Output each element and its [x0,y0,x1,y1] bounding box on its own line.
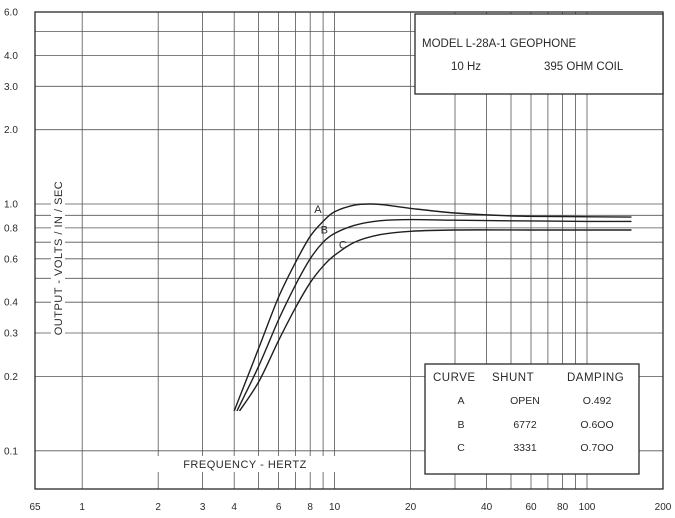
y-tick-label: 4.0 [4,51,18,62]
table-row-a-damping: O.492 [583,395,612,407]
x-tick-label: 6 [276,502,282,513]
curve-label-b: B [321,224,328,236]
table-row-a-curve: A [457,395,464,407]
y-tick-label: 2.0 [4,125,18,136]
table-row-b-curve: B [457,419,464,431]
x-tick-label: 80 [557,502,569,513]
x-tick-label: 200 [655,502,672,513]
curve-label-c: C [339,240,347,252]
y-tick-label: 3.0 [4,82,18,93]
y-tick-label: 1.0 [4,200,18,211]
table-row-b-damping: O.6OO [580,419,613,431]
y-tick-labels: 6.0 4.0 3.0 2.0 1.0 0.8 0.6 0.4 0.3 0.2 0.1 [4,8,18,458]
model-coil: 395 OHM COIL [544,61,624,73]
y-axis-label-group: OUTPUT - VOLTS / IN / SEC [51,150,65,366]
table-row-c-damping: O.7OO [580,442,613,454]
plot-frame [34,11,664,490]
x-tick-label: 20 [405,502,417,513]
x-tick-label: 100 [579,502,596,513]
x-tick-label: 40 [481,502,493,513]
y-tick-label: 0.2 [4,372,18,383]
model-info-box: MODEL L-28A-1 GEOPHONE 10 Hz 395 OHM COI… [414,13,664,95]
x-tick-label: 2 [155,502,161,513]
table-header-shunt: SHUNT [492,372,534,384]
model-line-1: MODEL L-28A-1 GEOPHONE [422,38,577,50]
curve-c [238,229,632,412]
y-tick-label: 0.4 [4,298,18,309]
damping-table: CURVE SHUNT DAMPING A OPEN O.492 B 6772 … [424,363,640,475]
x-axis-label: FREQUENCY - HERTZ [183,459,307,471]
table-row-a-shunt: OPEN [510,395,540,407]
curve-labels: ABC [314,204,347,252]
x-tick-label: 3 [200,502,206,513]
y-axis-label: OUTPUT - VOLTS / IN / SEC [53,181,65,336]
y-tick-label: 6.0 [4,8,18,19]
x-tick-label: 65 [29,502,41,513]
y-tick-label: 0.8 [4,223,18,234]
response-curves [233,203,632,412]
curve-a [233,203,632,412]
y-tick-label: 0.6 [4,254,18,265]
x-tick-label: 10 [329,502,341,513]
curve-b [236,218,632,412]
table-header-damping: DAMPING [567,372,624,384]
y-tick-label: 0.1 [4,446,18,457]
x-tick-label: 8 [307,502,313,513]
x-axis-label-group: FREQUENCY - HERTZ [152,456,338,472]
table-row-c-curve: C [457,442,465,454]
table-row-c-shunt: 3331 [513,442,537,454]
x-tick-label: 4 [231,502,237,513]
x-tick-label: 60 [525,502,537,513]
table-row-b-shunt: 6772 [513,419,537,431]
table-header-curve: CURVE [433,372,476,384]
curve-label-a: A [314,204,322,216]
y-tick-label: 0.3 [4,329,18,340]
x-tick-labels: 65 1 2 3 4 6 8 10 20 40 60 80 100 200 [29,502,671,513]
x-tick-label: 1 [79,502,85,513]
model-frequency: 10 Hz [451,61,481,73]
